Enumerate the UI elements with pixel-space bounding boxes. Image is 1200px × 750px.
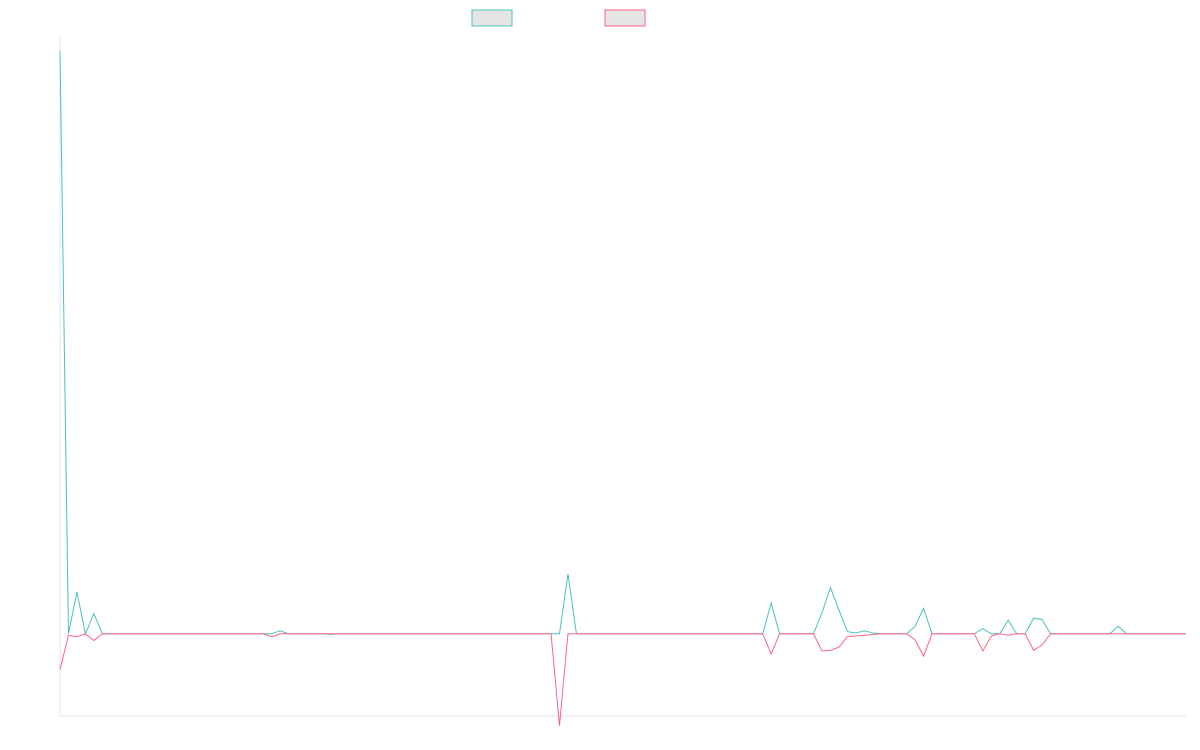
- chart-axes: [59, 36, 1186, 717]
- chart-legend: [471, 9, 646, 27]
- series-line-1: [59, 50, 1186, 636]
- series-line-2: [59, 633, 1186, 726]
- legend-swatch-2[interactable]: [604, 9, 646, 27]
- series-2: [59, 633, 1186, 726]
- chart-series-group: [59, 50, 1186, 726]
- series-1: [59, 50, 1186, 636]
- legend-swatch-1[interactable]: [471, 9, 513, 27]
